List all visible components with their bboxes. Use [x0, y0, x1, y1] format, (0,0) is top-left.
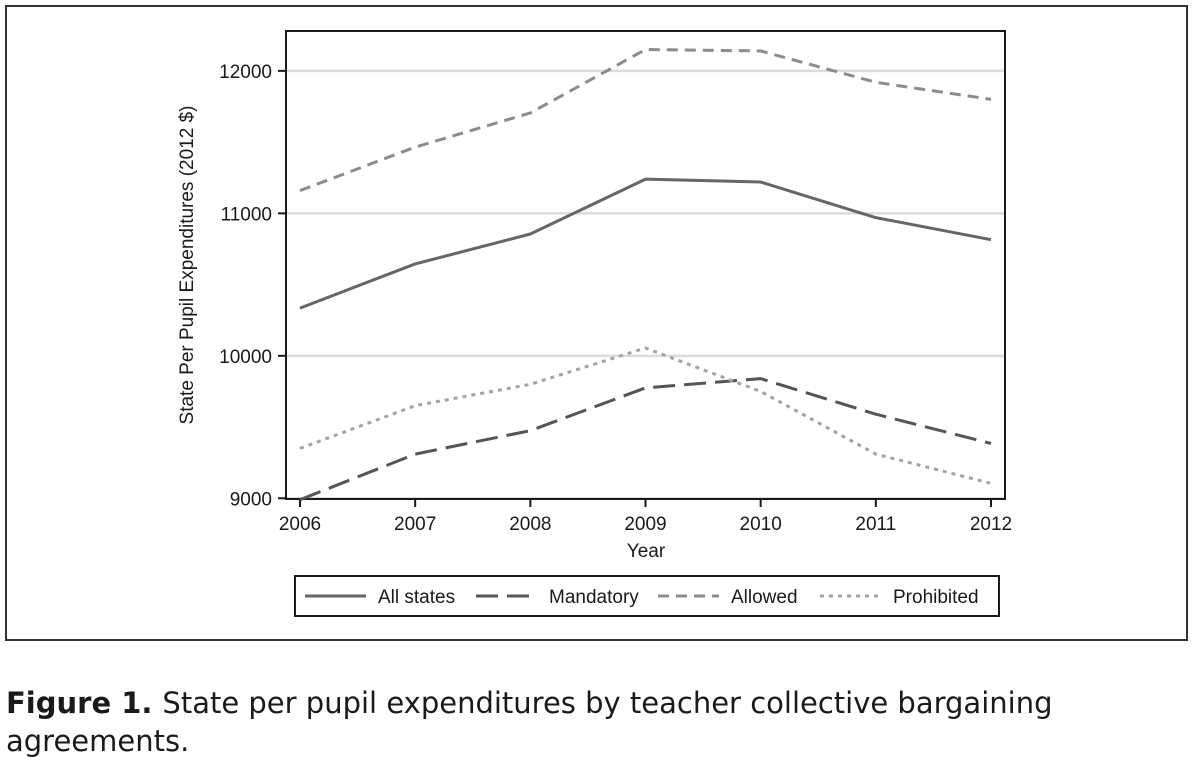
- series-line-prohibited: [299, 346, 992, 485]
- x-tick-label: 2009: [624, 514, 666, 535]
- legend-label-mandatory: Mandatory: [549, 587, 639, 608]
- x-tick-label: 2006: [279, 514, 321, 535]
- y-tick-label: 11000: [221, 204, 272, 225]
- legend-label-prohibited: Prohibited: [893, 587, 979, 608]
- y-axis-label: State Per Pupil Expenditures (2012 $): [177, 106, 198, 425]
- x-tick-label: 2010: [740, 514, 782, 535]
- x-tick-label: 2007: [394, 514, 436, 535]
- legend: All states Mandatory Allowed Prohibited: [294, 575, 1000, 617]
- axes: 9000 10000 11000 12000 2006 2007 2008 2009 2010 2…: [219, 62, 1012, 535]
- series-line-mandatory: [299, 377, 992, 502]
- gridlines: [287, 69, 1004, 500]
- series-lines: [299, 48, 992, 502]
- figure-caption: Figure 1. State per pupil expenditures by…: [6, 684, 1186, 760]
- line-chart: 9000 10000 11000 12000 2006 2007 2008 2009 2010 2…: [177, 30, 1012, 617]
- legend-box: [294, 575, 1000, 617]
- figure-caption-text: State per pupil expenditures by teacher …: [6, 686, 1053, 758]
- y-tick-label: 12000: [219, 62, 272, 83]
- legend-label-allowed: Allowed: [731, 587, 798, 608]
- x-axis-label: Year: [627, 541, 666, 562]
- y-tick-label: 10000: [219, 347, 272, 368]
- plot-area: [285, 30, 1006, 500]
- x-tick-label: 2011: [855, 514, 896, 535]
- figure-label: Figure 1.: [6, 686, 153, 720]
- x-tick-label: 2012: [970, 514, 1012, 535]
- x-tick-label: 2008: [509, 514, 551, 535]
- figure-frame: [5, 5, 1188, 641]
- legend-label-all-states: All states: [378, 587, 455, 608]
- series-line-all-states: [299, 177, 992, 310]
- y-tick-label: 9000: [230, 489, 272, 510]
